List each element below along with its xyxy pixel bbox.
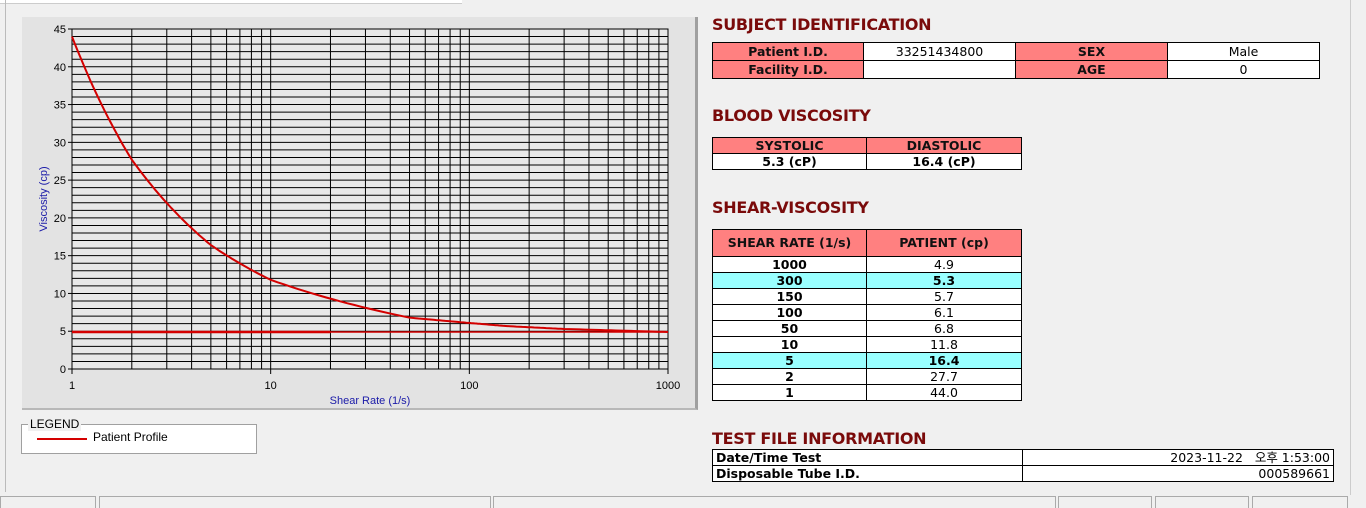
- legend-swatch: [37, 438, 87, 440]
- systolic-value: 5.3 (cP): [712, 153, 867, 170]
- shear-row: 100 6.1: [712, 304, 1022, 321]
- shear-rate-cell: 150: [712, 288, 867, 305]
- shear-rate-cell: 100: [712, 304, 867, 321]
- systolic-label: SYSTOLIC: [712, 137, 867, 154]
- status-segment-4: [1058, 496, 1152, 508]
- shear-row: 2 27.7: [712, 368, 1022, 385]
- legend-label: Patient Profile: [93, 430, 168, 444]
- shear-row: 150 5.7: [712, 288, 1022, 305]
- shear-rate-header: SHEAR RATE (1/s): [712, 229, 867, 257]
- subject-table: Patient I.D. 33251434800 SEX Male Facili…: [712, 42, 1320, 79]
- datetime-label: Date/Time Test: [712, 449, 1023, 466]
- shear-row: 300 5.3: [712, 272, 1022, 289]
- left-edge: [0, 0, 6, 492]
- y-tick-label: 40: [54, 62, 66, 74]
- shear-row: 1 44.0: [712, 384, 1022, 401]
- patient-id-label: Patient I.D.: [712, 42, 864, 61]
- legend: LEGEND Patient Profile: [21, 417, 257, 454]
- y-tick-label: 15: [54, 251, 66, 263]
- shear-row: 10 11.8: [712, 336, 1022, 353]
- y-tick-label: 35: [54, 100, 66, 112]
- testfile-title: TEST FILE INFORMATION: [712, 429, 927, 448]
- vertical-scrollbar[interactable]: [1350, 0, 1366, 495]
- shear-table: SHEAR RATE (1/s) PATIENT (cp) 1000 4.9 300…: [712, 229, 1022, 401]
- testfile-table: Date/Time Test 2023-11-22 오후 1:53:00 Dis…: [712, 449, 1334, 482]
- x-tick-label: 1: [69, 380, 75, 392]
- patient-value-cell: 27.7: [866, 368, 1022, 385]
- patient-value-cell: 5.7: [866, 288, 1022, 305]
- y-tick-label: 0: [60, 364, 66, 376]
- patient-id-value: 33251434800: [863, 42, 1016, 61]
- viscosity-chart-panel: 0 5 10 15 20 25 30 35 40 45 1 10 100 1000 Shear Rate (…: [22, 17, 698, 410]
- diastolic-value: 16.4 (cP): [866, 153, 1022, 170]
- blood-title: BLOOD VISCOSITY: [712, 106, 871, 125]
- patient-value-cell: 44.0: [866, 384, 1022, 401]
- y-tick-label: 20: [54, 213, 66, 225]
- status-segment-2: [99, 496, 491, 508]
- shear-rate-cell: 1: [712, 384, 867, 401]
- status-segment-1: [0, 496, 96, 508]
- facility-id-label: Facility I.D.: [712, 60, 864, 79]
- x-tick-label: 1000: [656, 380, 680, 392]
- sex-value: Male: [1167, 42, 1320, 61]
- patient-value-cell: 6.8: [866, 320, 1022, 337]
- patient-value-cell: 6.1: [866, 304, 1022, 321]
- shear-rate-cell: 10: [712, 336, 867, 353]
- top-strip: [0, 0, 462, 4]
- shear-rate-cell: 50: [712, 320, 867, 337]
- plot-area: [71, 28, 669, 370]
- x-tick-label: 100: [460, 380, 478, 392]
- tube-id-value: 000589661: [1022, 465, 1334, 482]
- status-segment-6: [1252, 496, 1348, 508]
- shear-row: 5 16.4: [712, 352, 1022, 369]
- tube-id-label: Disposable Tube I.D.: [712, 465, 1023, 482]
- y-tick-label: 10: [54, 288, 66, 300]
- shear-rate-cell: 5: [712, 352, 867, 369]
- shear-title: SHEAR-VISCOSITY: [712, 198, 869, 217]
- shear-row: 1000 4.9: [712, 256, 1022, 273]
- status-segment-5: [1155, 496, 1249, 508]
- shear-row: 50 6.8: [712, 320, 1022, 337]
- patient-value-cell: 11.8: [866, 336, 1022, 353]
- patient-header: PATIENT (cp): [866, 229, 1022, 257]
- y-tick-label: 5: [60, 326, 66, 338]
- y-tick-label: 25: [54, 175, 66, 187]
- x-tick-label: 10: [265, 380, 277, 392]
- patient-profile-curve: [71, 36, 669, 333]
- y-tick-label: 45: [54, 24, 66, 36]
- status-segment-3: [493, 496, 1056, 508]
- shear-rate-cell: 300: [712, 272, 867, 289]
- diastolic-label: DIASTOLIC: [866, 137, 1022, 154]
- age-label: AGE: [1015, 60, 1168, 79]
- subject-title: SUBJECT IDENTIFICATION: [712, 15, 932, 34]
- y-tick-label: 30: [54, 137, 66, 149]
- facility-id-value: [863, 60, 1016, 79]
- legend-title: LEGEND: [28, 417, 82, 431]
- viscosity-chart: 0 5 10 15 20 25 30 35 40 45 1 10 100 1000 Shear Rate (…: [38, 24, 680, 407]
- y-axis-label: Viscosity (cp): [38, 166, 50, 231]
- patient-value-cell: 5.3: [866, 272, 1022, 289]
- age-value: 0: [1167, 60, 1320, 79]
- datetime-value: 2023-11-22 오후 1:53:00: [1022, 449, 1334, 466]
- shear-rate-cell: 1000: [712, 256, 867, 273]
- x-axis-label: Shear Rate (1/s): [330, 395, 411, 407]
- blood-table: SYSTOLIC DIASTOLIC 5.3 (cP) 16.4 (cP): [712, 137, 1022, 170]
- sex-label: SEX: [1015, 42, 1168, 61]
- patient-value-cell: 16.4: [866, 352, 1022, 369]
- patient-value-cell: 4.9: [866, 256, 1022, 273]
- shear-rate-cell: 2: [712, 368, 867, 385]
